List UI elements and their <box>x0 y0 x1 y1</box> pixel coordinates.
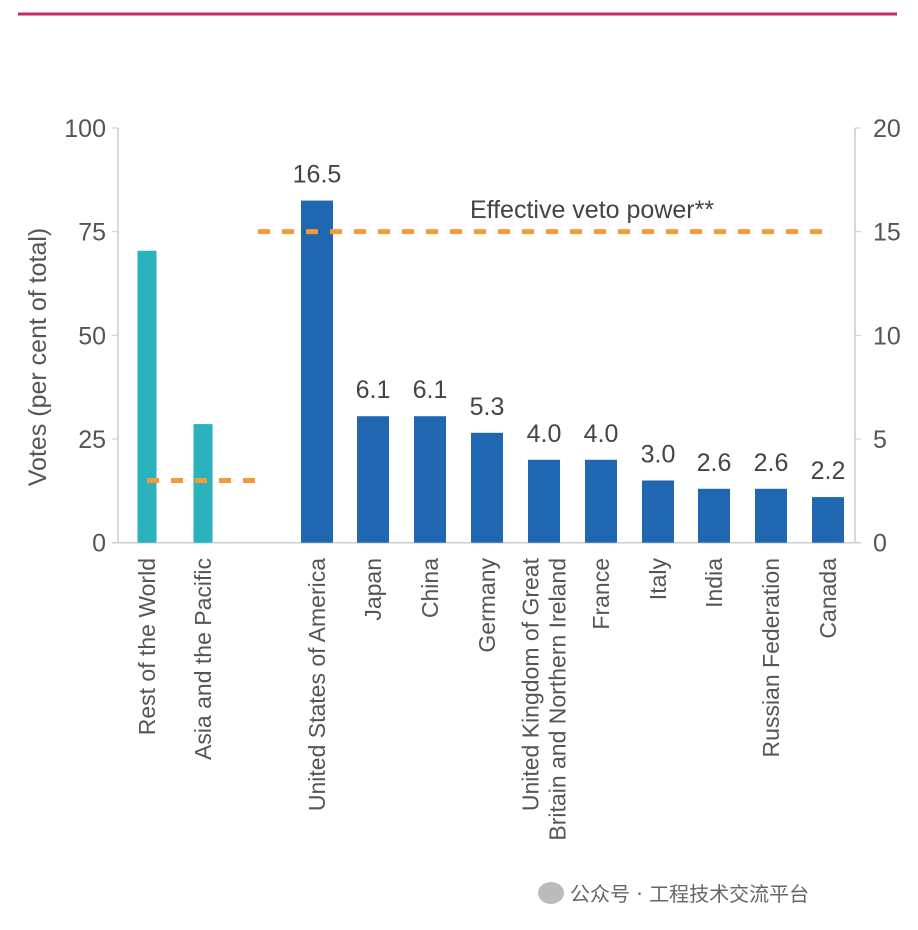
bar-russian-federation <box>755 488 787 543</box>
left-tick-label: 25 <box>78 426 106 454</box>
data-label: 6.1 <box>413 376 448 404</box>
bar-japan <box>357 416 389 543</box>
right-tick-label: 20 <box>873 115 901 143</box>
bar-india <box>698 488 730 543</box>
category-label: United States of America <box>304 558 330 811</box>
data-label: 3.0 <box>641 440 676 468</box>
category-label: Britain and Northern Ireland <box>545 558 571 841</box>
category-label: Germany <box>474 558 500 653</box>
wechat-icon <box>538 881 564 904</box>
left-tick-label: 0 <box>92 530 106 558</box>
category-label: China <box>417 558 443 618</box>
bar-united-kingdom-of-great-britain-and-northern-ireland <box>528 459 560 543</box>
data-label: 5.3 <box>470 393 505 421</box>
right-tick-label: 15 <box>873 219 901 247</box>
bar-china <box>414 416 446 543</box>
bar-asia-and-the-pacific <box>193 424 213 543</box>
bar-germany <box>471 432 503 543</box>
bar-france <box>585 459 617 543</box>
category-label: Canada <box>815 558 841 639</box>
left-tick-label: 75 <box>78 219 106 247</box>
bar-united-states-of-america <box>301 200 333 543</box>
watermark-text: 公众号 · 工程技术交流平台 <box>570 882 810 906</box>
category-label: Asia and the Pacific <box>190 558 216 760</box>
threshold-label: Effective veto power** <box>470 196 714 224</box>
category-label: United Kingdom of Great <box>518 557 544 811</box>
category-label: Rest of the World <box>134 558 160 735</box>
data-label: 16.5 <box>293 161 342 189</box>
right-tick-label: 0 <box>873 530 887 558</box>
left-tick-label: 50 <box>78 322 106 350</box>
y-axis-title: Votes (per cent of total) <box>24 228 52 486</box>
data-label: 6.1 <box>356 376 391 404</box>
category-label: France <box>588 558 614 630</box>
bar-italy <box>642 480 674 543</box>
right-tick-label: 5 <box>873 426 887 454</box>
bar-canada <box>812 497 844 543</box>
category-label: Italy <box>645 558 671 601</box>
data-label: 2.6 <box>697 449 732 477</box>
bar-rest-of-the-world <box>137 250 157 543</box>
watermark: 公众号 · 工程技术交流平台 <box>538 878 809 907</box>
data-label: 2.6 <box>754 449 789 477</box>
left-tick-label: 100 <box>64 115 106 143</box>
category-label: Russian Federation <box>758 558 784 757</box>
data-label: 4.0 <box>584 420 619 448</box>
data-label: 4.0 <box>527 420 562 448</box>
data-label: 2.2 <box>811 457 846 485</box>
category-label: India <box>701 558 727 608</box>
category-label: Japan <box>360 558 386 621</box>
right-tick-label: 10 <box>873 322 901 350</box>
